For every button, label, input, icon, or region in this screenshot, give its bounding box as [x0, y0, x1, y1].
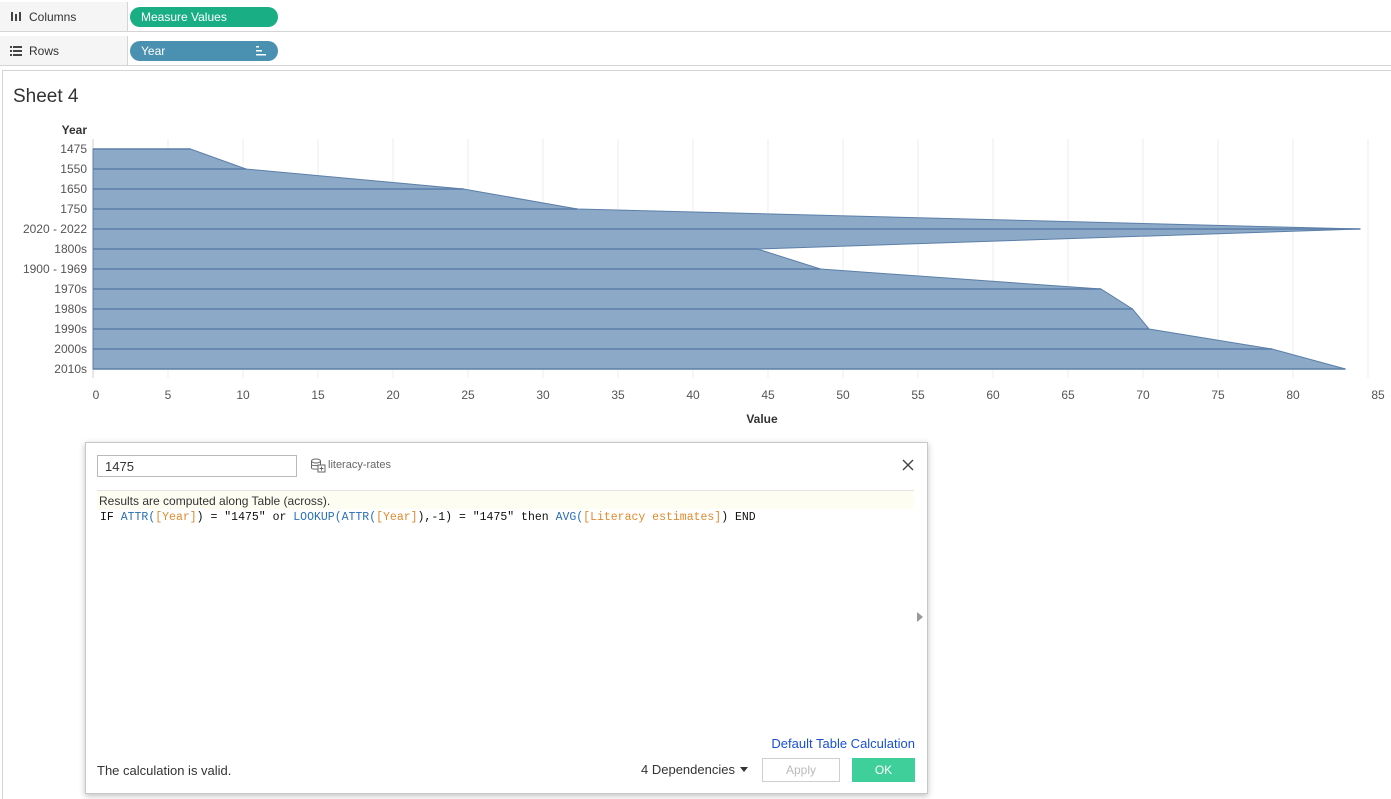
x-tick-label: 35: [611, 388, 625, 402]
y-tick-label: 2020 - 2022: [23, 222, 87, 236]
x-tick-label: 55: [911, 388, 925, 402]
chevron-down-icon: [739, 766, 748, 772]
dependencies-dropdown[interactable]: 4 Dependencies: [641, 762, 748, 777]
x-tick-label: 75: [1211, 388, 1225, 402]
y-axis-title: Year: [62, 123, 88, 137]
formula-function: AVG(: [555, 511, 584, 524]
x-tick-label: 70: [1136, 388, 1150, 402]
y-tick-label: 1650: [60, 182, 87, 196]
worksheet-area: [2, 70, 1391, 799]
columns-shelf-label: Columns: [0, 2, 128, 31]
chart-x-axis: 0 5 10 15 20 25 30 35 40 45 50 55 60 65 70 75 80 85: [93, 388, 1385, 402]
rows-shelf: Rows Year: [0, 36, 1391, 66]
dependencies-label: 4 Dependencies: [641, 762, 735, 777]
formula-function: ATTR(: [120, 511, 156, 524]
x-tick-label: 10: [236, 388, 250, 402]
x-tick-label: 30: [536, 388, 550, 402]
x-tick-label: 5: [165, 388, 172, 402]
y-tick-label: 2000s: [54, 342, 87, 356]
year-pill-text: Year: [141, 44, 166, 58]
results-computed-note: Results are computed along Table (across…: [97, 490, 914, 509]
columns-icon: [9, 11, 23, 22]
validation-message: The calculation is valid.: [97, 763, 232, 778]
x-tick-label: 50: [836, 388, 850, 402]
formula-function: LOOKUP(: [293, 511, 342, 524]
x-tick-label: 15: [311, 388, 325, 402]
y-tick-label: 2010s: [54, 362, 87, 376]
x-tick-label: 45: [761, 388, 775, 402]
formula-text: ),-1) = "1475" then: [417, 511, 556, 524]
y-tick-label: 1900 - 1969: [23, 262, 87, 276]
formula-field: [Year]: [155, 511, 197, 524]
y-tick-label: 1475: [60, 142, 87, 156]
formula-text: ) = "1475" or: [196, 511, 294, 524]
x-tick-label: 85: [1371, 388, 1385, 402]
x-tick-label: 40: [686, 388, 700, 402]
year-pill[interactable]: Year: [130, 41, 278, 61]
x-tick-label: 80: [1286, 388, 1300, 402]
sort-descending-icon[interactable]: [256, 45, 266, 57]
formula-keyword: IF: [100, 511, 121, 524]
area-series-fill[interactable]: [92, 148, 1361, 370]
y-tick-label: 1980s: [54, 302, 87, 316]
rows-label-text: Rows: [29, 43, 60, 58]
datasource-name: literacy-rates: [328, 459, 391, 471]
measure-values-pill[interactable]: Measure Values: [130, 7, 278, 27]
sheet-title: Sheet 4: [13, 86, 79, 107]
columns-shelf: Columns Measure Values: [0, 2, 1391, 32]
ok-button[interactable]: OK: [852, 758, 915, 782]
x-tick-label: 60: [986, 388, 1000, 402]
datasource-indicator: literacy-rates: [310, 457, 391, 473]
rows-shelf-label: Rows: [0, 36, 128, 65]
formula-field: [Year]: [376, 511, 418, 524]
y-tick-label: 1800s: [54, 242, 87, 256]
formula-editor[interactable]: IF ATTR([Year]) = "1475" or LOOKUP(ATTR(…: [100, 511, 756, 524]
y-tick-label: 1970s: [54, 282, 87, 296]
formula-function: ATTR(: [341, 511, 377, 524]
x-axis-title: Value: [746, 412, 778, 426]
x-tick-label: 65: [1061, 388, 1075, 402]
x-tick-label: 20: [386, 388, 400, 402]
measure-values-pill-text: Measure Values: [141, 10, 227, 24]
formula-field: [Literacy estimates]: [583, 511, 722, 524]
y-tick-label: 1550: [60, 162, 87, 176]
formula-text: ) END: [721, 511, 756, 524]
apply-button[interactable]: Apply: [762, 758, 840, 782]
x-tick-label: 25: [461, 388, 475, 402]
columns-label-text: Columns: [29, 9, 77, 24]
close-icon[interactable]: [901, 458, 915, 472]
calculation-editor-dialog: literacy-rates Results are computed alon…: [85, 442, 928, 794]
y-tick-label: 1990s: [54, 322, 87, 336]
chart-y-axis: 1475 1550 1650 1750 2020 - 2022 1800s 1900 - 1…: [23, 142, 87, 376]
expand-panel-arrow-icon[interactable]: [916, 611, 924, 623]
chart-area-series: [92, 148, 1361, 370]
default-table-calculation-link[interactable]: Default Table Calculation: [771, 736, 915, 751]
database-icon: [311, 458, 326, 473]
y-tick-label: 1750: [60, 202, 87, 216]
calculation-name-input[interactable]: [97, 455, 297, 477]
x-tick-label: 0: [93, 388, 100, 402]
rows-icon: [9, 45, 23, 56]
